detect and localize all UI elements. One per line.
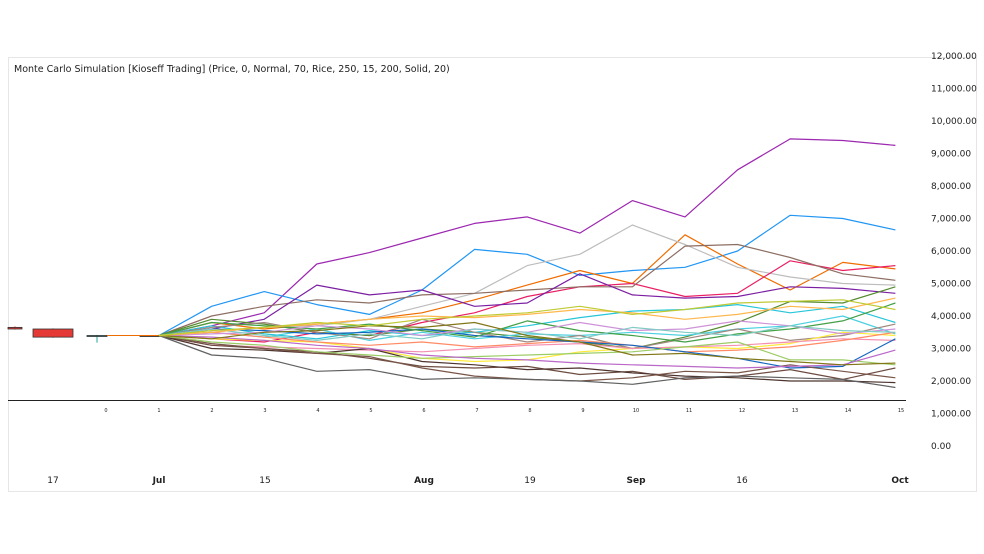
x-step-label: 9: [581, 408, 584, 414]
x-date-label: Aug: [414, 476, 434, 486]
x-step-label: 12: [739, 408, 745, 414]
x-axis-date-labels: 17 Jul 15 Aug 19 Sep 16 Oct: [47, 476, 909, 486]
x-step-label: 4: [316, 408, 319, 414]
x-axis-step-labels: 0 1 2 3 4 5 6 7 8 9 10 11 12 13 14 15: [104, 408, 904, 414]
y-tick-label: 3,000.00: [931, 345, 971, 355]
x-date-label: 16: [736, 476, 748, 486]
y-axis: 12,000.00 11,000.00 10,000.00 9,000.00 8,000…: [931, 52, 977, 452]
x-step-label: 13: [792, 408, 798, 414]
x-step-label: 1: [157, 408, 160, 414]
chart-title: Monte Carlo Simulation [Kioseff Trading]…: [14, 64, 450, 75]
x-date-label: Jul: [152, 476, 166, 486]
y-tick-label: 9,000.00: [931, 150, 971, 160]
y-tick-label: 1,000.00: [931, 410, 971, 420]
x-step-label: 15: [898, 408, 904, 414]
chart-frame: [8, 57, 977, 492]
x-step-label: 2: [210, 408, 213, 414]
simulation-path: [158, 321, 896, 366]
y-tick-label: 5,000.00: [931, 280, 971, 290]
x-step-label: 5: [369, 408, 372, 414]
simulation-path: [158, 334, 896, 384]
x-date-label: Sep: [626, 476, 646, 486]
simulation-path: [158, 331, 896, 353]
x-step-label: 10: [633, 408, 639, 414]
simulation-path: [158, 325, 896, 341]
simulation-path: [158, 304, 896, 340]
simulation-path: [158, 273, 896, 337]
price-candles: [7, 326, 161, 343]
simulation-path: [158, 334, 896, 369]
simulation-path: [158, 214, 896, 337]
y-tick-label: 12,000.00: [931, 52, 977, 62]
simulation-path: [158, 299, 896, 337]
x-date-label: 17: [47, 476, 58, 486]
x-step-label: 6: [422, 408, 425, 414]
y-tick-label: 7,000.00: [931, 215, 971, 225]
y-tick-label: 10,000.00: [931, 117, 977, 127]
y-tick-label: 0.00: [931, 442, 951, 452]
candle-body: [86, 335, 108, 337]
simulation-path: [158, 334, 896, 366]
x-date-label: Oct: [891, 476, 909, 486]
y-tick-label: 6,000.00: [931, 247, 971, 257]
x-step-label: 0: [104, 408, 107, 414]
x-date-label: 19: [524, 476, 536, 486]
candle-body: [7, 326, 23, 330]
simulation-path: [158, 224, 896, 337]
x-step-label: 7: [475, 408, 478, 414]
candle-body: [32, 328, 74, 338]
x-date-label: 15: [259, 476, 270, 486]
y-tick-label: 2,000.00: [931, 377, 971, 387]
simulation-path: [158, 334, 896, 389]
x-step-label: 8: [528, 408, 531, 414]
y-tick-label: 11,000.00: [931, 85, 977, 95]
x-step-label: 3: [263, 408, 266, 414]
y-tick-label: 4,000.00: [931, 312, 971, 322]
y-tick-label: 8,000.00: [931, 182, 971, 192]
simulation-path: [158, 243, 896, 337]
x-step-label: 11: [686, 408, 692, 414]
simulation-path: [158, 315, 896, 341]
simulation-paths: [158, 138, 896, 389]
x-step-label: 14: [845, 408, 851, 414]
